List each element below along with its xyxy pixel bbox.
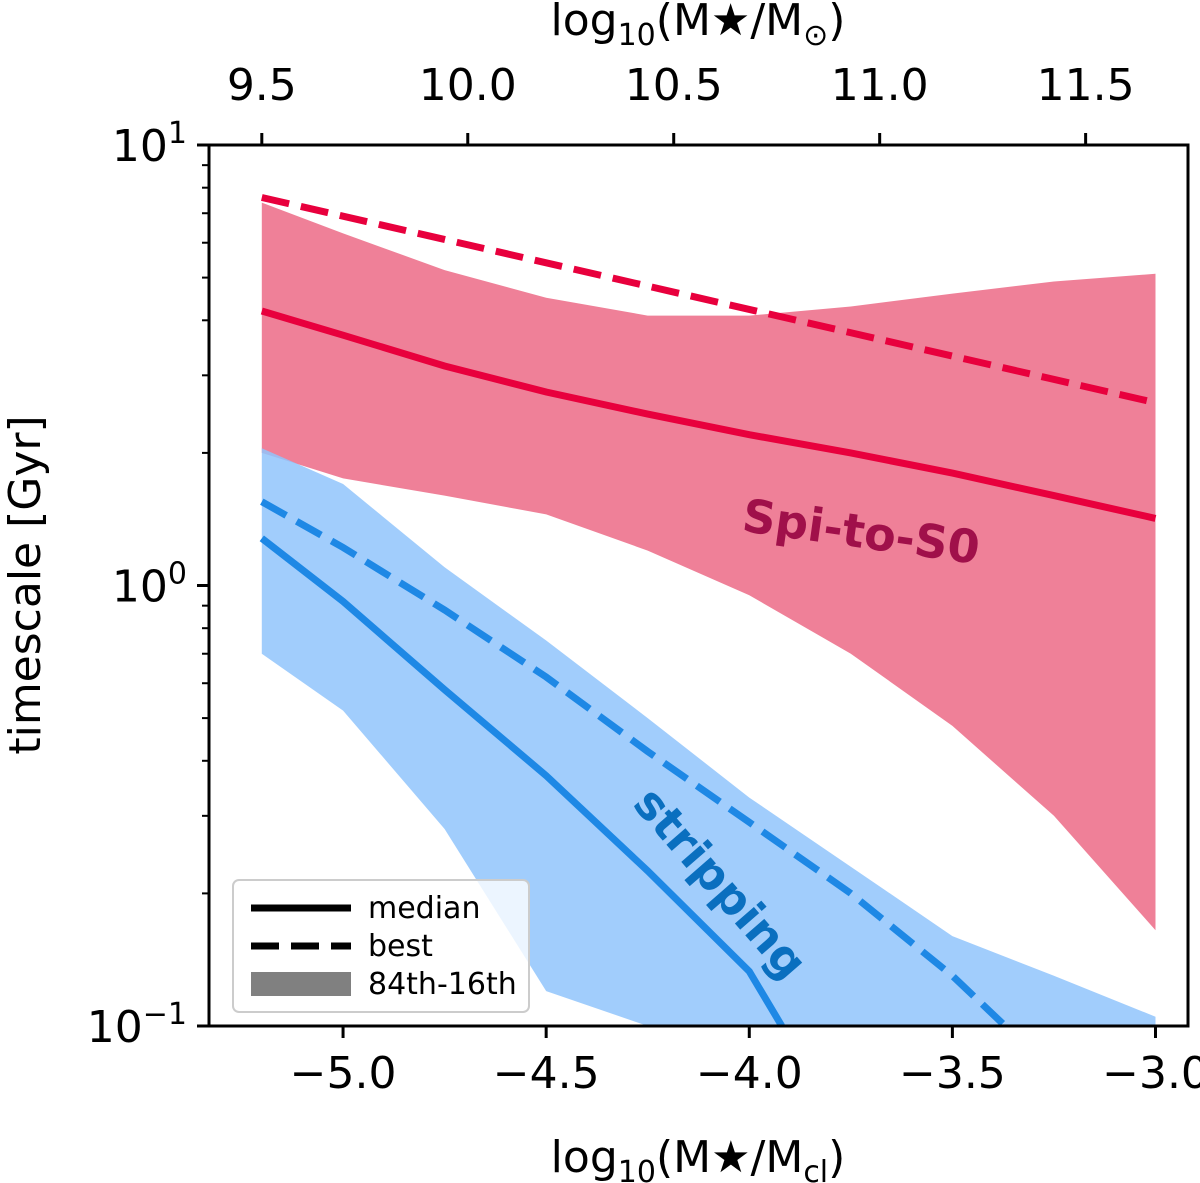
x2-tick-label: 9.5 <box>227 60 297 111</box>
x-tick-label: −4.0 <box>696 1048 803 1099</box>
spi-best-line <box>261 194 1157 407</box>
x-tick-label: −4.5 <box>493 1048 600 1099</box>
x2-tick-label: 11.5 <box>1037 60 1135 111</box>
x2-tick-label: 11.0 <box>831 60 929 111</box>
legend-label: 84th-16th <box>368 967 517 1002</box>
strip-median-line <box>259 535 785 1026</box>
y-axis-label: timescale [Gyr] <box>0 415 51 754</box>
legend-swatch-band <box>251 972 351 996</box>
y-tick-label: 100 <box>112 557 187 613</box>
strip-best-line <box>260 498 1008 1026</box>
y-tick-label: 10−1 <box>87 997 187 1053</box>
x-tick-label: −3.0 <box>1102 1048 1200 1099</box>
x2-tick-label: 10.5 <box>625 60 723 111</box>
legend-label: median <box>368 891 480 926</box>
legend-label: best <box>368 929 433 964</box>
y-tick-label: 101 <box>112 116 187 172</box>
x-tick-label: −3.5 <box>899 1048 1006 1099</box>
x-axis-label: log10(M★/Mcl) <box>551 1132 846 1183</box>
x2-tick-label: 10.0 <box>419 60 517 111</box>
x-tick-label: −5.0 <box>290 1048 397 1099</box>
top-axis-label: log10(M★/M⊙) <box>551 0 846 53</box>
spi-median-line <box>260 307 1157 522</box>
spi-band <box>261 202 1156 931</box>
